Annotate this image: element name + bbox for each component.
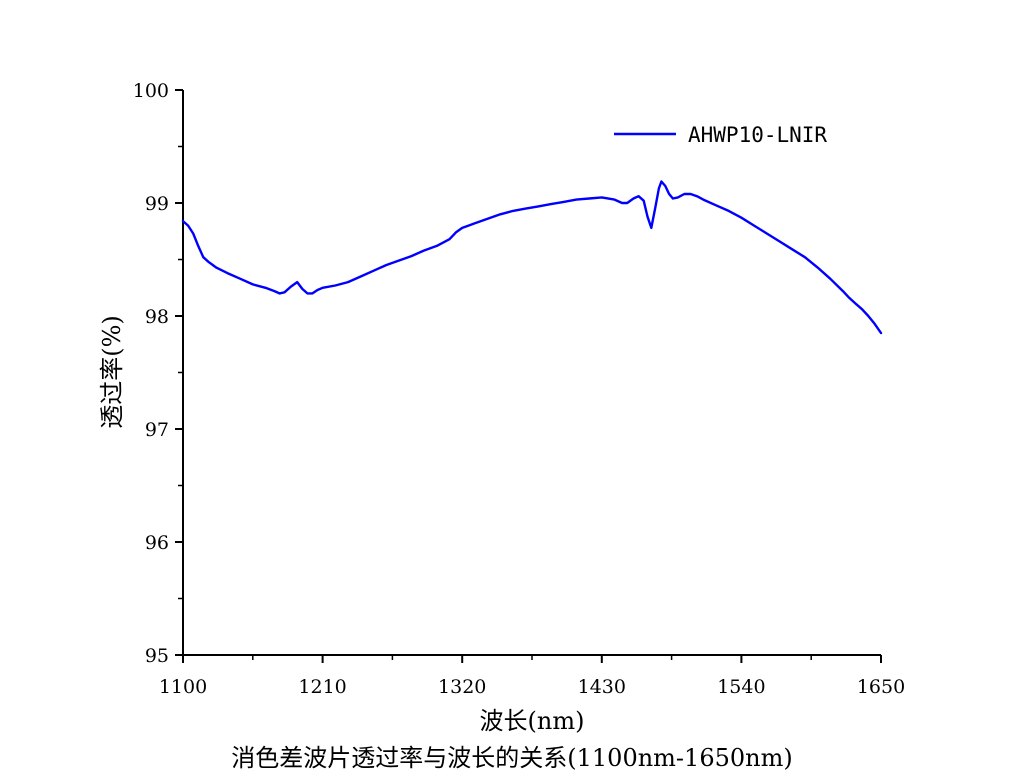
- series-line: [181, 180, 883, 335]
- y-tick-label: 95: [145, 645, 169, 667]
- y-axis-ticks: 95 96 97 98 99 100: [133, 80, 183, 667]
- series-lines: [181, 180, 883, 335]
- y-tick-label: 96: [145, 532, 169, 554]
- figure-caption: 消色差波片透过率与波长的关系(1100nm-1650nm): [231, 744, 793, 772]
- x-tick-label: 1100: [159, 676, 207, 698]
- x-axis-ticks: 1100 1210 1320 1430 1540 1650: [159, 655, 905, 698]
- y-axis-title: 透过率(%): [98, 315, 126, 429]
- x-tick-label: 1430: [578, 676, 626, 698]
- legend-label: AHWP10-LNIR: [688, 123, 827, 147]
- x-tick-label: 1320: [438, 676, 486, 698]
- y-tick-label: 100: [133, 80, 169, 102]
- x-tick-label: 1650: [857, 676, 905, 698]
- y-tick-label: 99: [145, 193, 169, 215]
- x-tick-label: 1210: [298, 676, 346, 698]
- y-tick-label: 98: [145, 306, 169, 328]
- legend: AHWP10-LNIR: [614, 123, 827, 147]
- x-tick-label: 1540: [717, 676, 765, 698]
- y-tick-label: 97: [145, 419, 169, 441]
- x-axis-title: 波长(nm): [480, 707, 585, 735]
